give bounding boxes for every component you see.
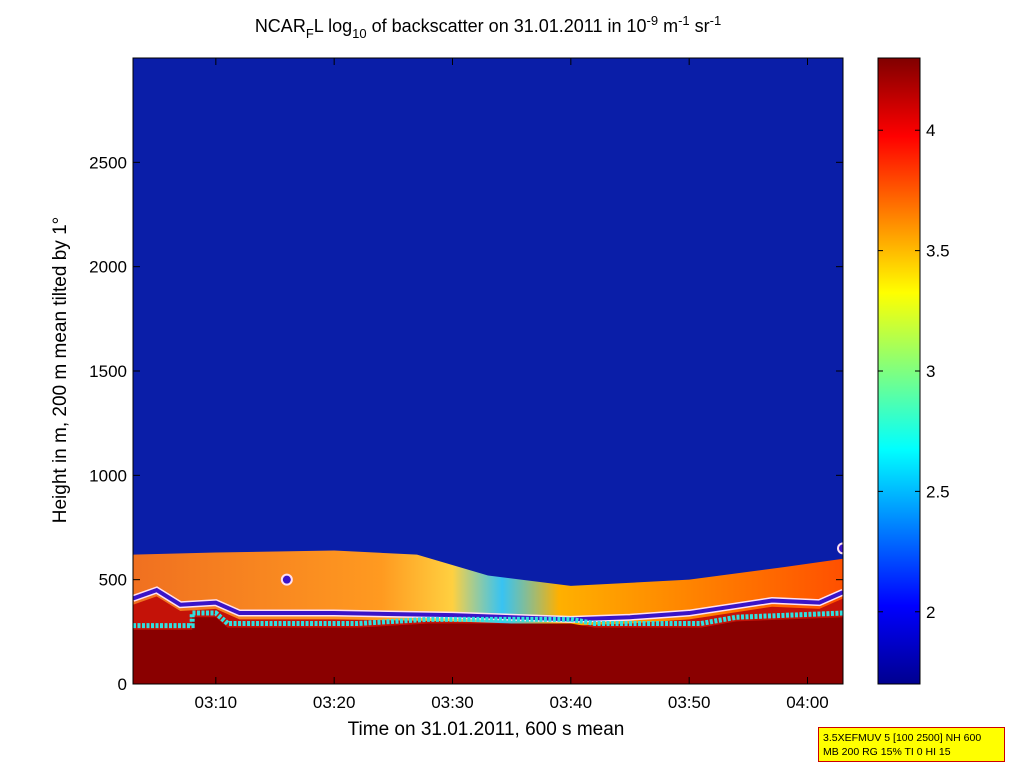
y-tick-label: 500	[99, 571, 127, 590]
x-tick-label: 04:00	[786, 693, 829, 712]
y-tick-label: 1500	[89, 362, 127, 381]
extra-points	[280, 542, 843, 586]
y-axis: 0 500 1000 1500 2000 2500	[89, 153, 843, 694]
colorbar-tick-label: 2	[926, 603, 935, 622]
x-tick-label: 03:50	[668, 693, 711, 712]
y-tick-label: 2000	[89, 258, 127, 277]
purple-layer-line	[133, 587, 843, 622]
info-line-1: 3.5XEFMUV 5 [100 2500] NH 600	[823, 732, 982, 744]
chart-title: NCARFL log10 of backscatter on 31.01.201…	[255, 13, 721, 41]
settings-info-box: 3.5XEFMUV 5 [100 2500] NH 600 MB 200 RG …	[818, 727, 1005, 762]
x-tick-label: 03:10	[195, 693, 238, 712]
plot-area	[133, 58, 843, 684]
x-tick-label: 03:40	[550, 693, 593, 712]
colorbar-tick-label: 2.5	[926, 482, 950, 501]
cyan-layer-line	[133, 610, 843, 629]
colorbar-tick-label: 3	[926, 362, 935, 381]
layer-point	[280, 573, 293, 586]
layer-point	[837, 542, 843, 555]
x-axis: 03:10 03:20 03:30 03:40 03:50 04:00	[195, 58, 829, 712]
y-axis-label: Height in m, 200 m mean tilted by 1°	[50, 217, 71, 523]
y-tick-label: 0	[118, 675, 127, 694]
x-axis-label: Time on 31.01.2011, 600 s mean	[348, 719, 625, 740]
colorbar-tick-label: 3.5	[926, 242, 950, 261]
colorbar-ticks: 2 2.5 3 3.5 4	[878, 121, 950, 622]
y-tick-label: 2500	[89, 153, 127, 172]
surface-layer	[133, 617, 843, 684]
x-tick-label: 03:30	[431, 693, 474, 712]
y-tick-label: 1000	[89, 466, 127, 485]
colorbar	[877, 57, 921, 685]
info-line-2: MB 200 RG 15% TI 0 HI 15	[823, 746, 951, 758]
colorbar-tick-label: 4	[926, 121, 935, 140]
x-tick-label: 03:20	[313, 693, 356, 712]
